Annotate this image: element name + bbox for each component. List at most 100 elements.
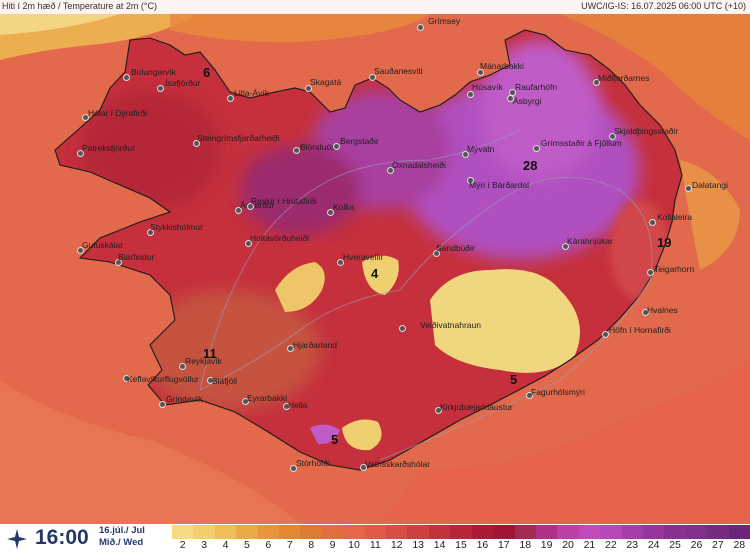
station-label: Hjarðarland bbox=[293, 340, 337, 350]
station-marker bbox=[642, 309, 649, 316]
station-marker bbox=[435, 407, 442, 414]
temperature-scale: 2 3 4 5 6 7 8 9 10 11 12 13 14 15 16 17 18 19 20 21 22 23 24 25… bbox=[172, 524, 750, 552]
station-label: Teigarhorn bbox=[654, 264, 695, 274]
scale-swatch bbox=[493, 525, 516, 539]
contour-value-label: 19 bbox=[657, 235, 672, 250]
scale-value-label: 15 bbox=[455, 539, 467, 551]
station-label: Hveravellir bbox=[343, 252, 384, 262]
scale-value-label: 21 bbox=[583, 539, 596, 551]
station-label: Hólar í Dýrafirði bbox=[88, 108, 148, 118]
station-label: Holtavörðuheiði bbox=[250, 233, 310, 243]
station-label: Kolka bbox=[333, 202, 355, 212]
station-label: Grímsstaðir á Fjöllum bbox=[541, 138, 622, 148]
station-marker bbox=[337, 259, 344, 266]
scale-swatch bbox=[236, 525, 259, 539]
station-marker bbox=[77, 150, 84, 157]
station-label: Mýri í Bárðardal bbox=[469, 180, 529, 190]
station-label: Keflavíkurflugvöllur bbox=[127, 374, 199, 384]
station-label: Bláfjöll bbox=[212, 376, 238, 386]
station-label: Blönduós bbox=[300, 142, 336, 152]
station-label: Veiðivatnahraun bbox=[420, 320, 481, 330]
station-label: Ásgarður bbox=[240, 200, 275, 210]
station-marker bbox=[399, 325, 406, 332]
scale-swatch bbox=[578, 525, 601, 539]
station-marker bbox=[417, 24, 424, 31]
scale-swatch bbox=[621, 525, 644, 539]
scale-swatch bbox=[343, 525, 366, 539]
station-marker bbox=[159, 401, 166, 408]
scale-value-label: 28 bbox=[733, 539, 746, 551]
scale-value-label: 13 bbox=[412, 539, 425, 551]
contour-value-label: 5 bbox=[510, 372, 518, 387]
station-label: Fagurhólsmýri bbox=[531, 387, 585, 397]
scale-swatch bbox=[214, 525, 237, 539]
station-marker bbox=[193, 140, 200, 147]
station-label: Kollaleira bbox=[657, 212, 692, 222]
forecast-weekday: Mið./ Wed bbox=[99, 537, 144, 548]
station-marker bbox=[593, 79, 600, 86]
station-marker bbox=[433, 250, 440, 257]
scale-value-label: 7 bbox=[286, 539, 293, 551]
scale-swatch bbox=[535, 525, 558, 539]
station-marker bbox=[526, 392, 533, 399]
model-run-info: UWC/IG-IS: 16.07.2025 06:00 UTC (+10) bbox=[581, 1, 746, 11]
scale-swatch bbox=[664, 525, 687, 539]
station-label: Miðfjarðarnes bbox=[598, 73, 650, 83]
station-marker bbox=[245, 240, 252, 247]
station-marker bbox=[207, 377, 214, 384]
scale-swatch bbox=[300, 525, 323, 539]
station-marker bbox=[293, 147, 300, 154]
station-label: Kárahnjúkar bbox=[567, 236, 613, 246]
contour-value-label: 28 bbox=[523, 158, 538, 173]
contour-value-label: 6 bbox=[203, 65, 211, 80]
scale-value-label: 26 bbox=[690, 539, 703, 551]
station-marker bbox=[242, 398, 249, 405]
forecast-time: 16:00 bbox=[35, 526, 89, 549]
station-marker bbox=[147, 229, 154, 236]
scale-swatch bbox=[257, 525, 280, 539]
station-marker bbox=[387, 167, 394, 174]
scale-swatch bbox=[193, 525, 216, 539]
station-label: Bergstaðir bbox=[340, 136, 379, 146]
station-marker bbox=[123, 375, 130, 382]
station-marker bbox=[360, 464, 367, 471]
scale-value-label: 3 bbox=[201, 539, 208, 551]
station-label: Húsavík bbox=[472, 82, 503, 92]
scale-swatch bbox=[279, 525, 301, 539]
scale-swatch bbox=[321, 525, 344, 539]
station-marker bbox=[157, 85, 164, 92]
station-label: Steingrímsfjarðarheiði bbox=[197, 133, 280, 143]
station-label: Stykkishólmur bbox=[150, 222, 203, 232]
weather-star-icon bbox=[7, 529, 27, 549]
station-marker bbox=[287, 345, 294, 352]
scale-value-label: 19 bbox=[540, 539, 553, 551]
map-header: Hiti í 2m hæð / Temperature at 2m (°C) U… bbox=[0, 0, 750, 14]
station-label: Hvalnes bbox=[647, 305, 678, 315]
station-marker bbox=[333, 143, 340, 150]
station-marker bbox=[647, 269, 654, 276]
scale-swatch bbox=[600, 525, 623, 539]
station-label: Sauðanesviti bbox=[374, 66, 423, 76]
scale-value-label: 27 bbox=[712, 539, 724, 551]
scale-swatch bbox=[514, 525, 537, 539]
station-label: Gufuskálar bbox=[82, 240, 124, 250]
scale-swatch bbox=[407, 525, 430, 539]
station-marker bbox=[115, 259, 122, 266]
station-marker bbox=[609, 133, 616, 140]
station-label: Öxnadalsheiði bbox=[392, 160, 446, 170]
station-label: Höfn í Hornafirði bbox=[609, 325, 671, 335]
station-label: Mánarbakki bbox=[480, 61, 524, 71]
station-label: Vatnsskarðshólar bbox=[365, 459, 431, 469]
station-marker bbox=[477, 69, 484, 76]
station-label: Skjaldþingsstaðir bbox=[614, 126, 679, 136]
contour-value-label: 5 bbox=[331, 432, 339, 447]
station-label: Stórhöfði bbox=[296, 458, 331, 468]
station-marker bbox=[77, 247, 84, 254]
scale-swatch bbox=[386, 525, 408, 539]
station-label: Grímsey bbox=[428, 16, 461, 26]
station-label: Eyrarbakki bbox=[247, 393, 288, 403]
station-marker bbox=[533, 145, 540, 152]
station-marker bbox=[562, 243, 569, 250]
scale-swatch bbox=[428, 525, 451, 539]
